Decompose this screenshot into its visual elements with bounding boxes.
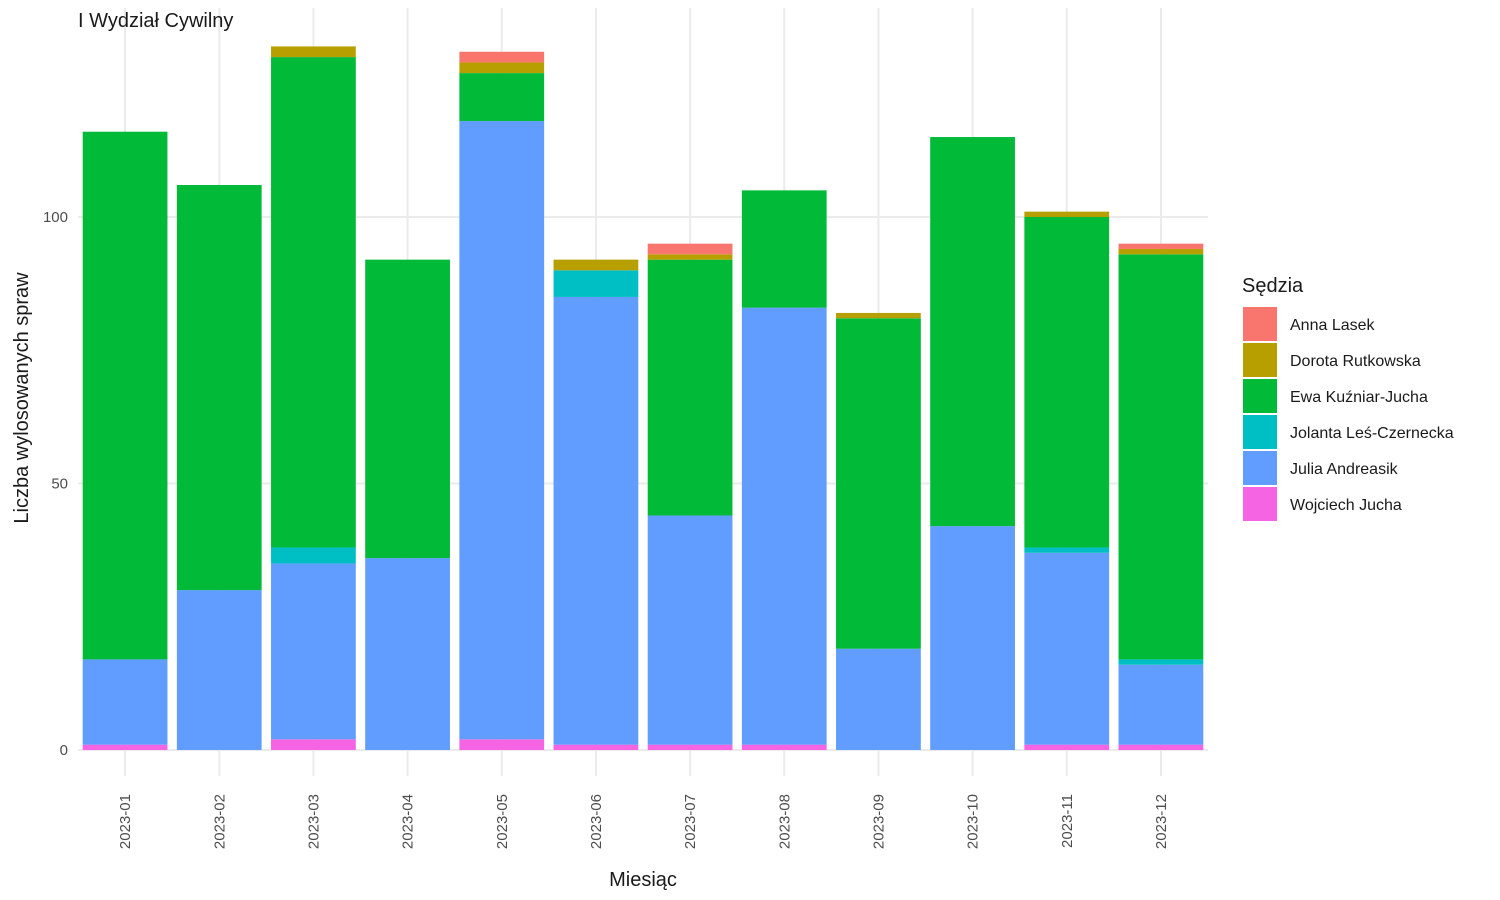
x-tick-label: 2023-12 [1153,794,1170,849]
bar-segment [459,739,545,750]
x-tick-label: 2023-06 [588,794,605,849]
x-tick-label: 2023-08 [776,794,793,849]
legend-label: Ewa Kuźniar-Jucha [1290,389,1428,406]
legend-label: Julia Andreasik [1290,461,1399,478]
bar-segment [930,137,1015,527]
bar-segment [1024,744,1110,750]
bar-segment [1024,217,1110,548]
x-tick-label: 2023-04 [400,794,417,849]
legend-key [1243,343,1277,377]
bar-segment [1118,659,1204,665]
bar-segment [836,318,921,649]
bar-segment [365,558,450,750]
bar-segment [176,590,262,750]
legend-key [1243,415,1277,449]
legend-label: Dorota Rutkowska [1290,353,1421,370]
bar-segment [1118,243,1204,249]
bar-segment [647,259,733,516]
bar-segment [271,57,356,548]
legend-title: Sędzia [1242,275,1304,297]
bar-segment [271,46,356,58]
bar-segment [365,259,450,559]
legend-key [1243,487,1277,521]
bar-segment [1024,552,1110,745]
legend-label: Wojciech Jucha [1290,497,1402,514]
x-tick-label: 2023-09 [870,794,887,849]
bar-segment [647,744,733,750]
x-tick-label: 2023-03 [305,794,322,849]
bar-segment [459,121,545,740]
bar-segment [82,744,168,750]
bar-segment [1118,248,1204,255]
bar-segment [1118,664,1204,745]
bar-segment [647,243,733,255]
y-tick-label: 0 [60,742,68,759]
bar-segment [82,131,168,660]
bar-segment [1024,211,1110,217]
bar-segment [459,62,545,74]
x-tick-label: 2023-11 [1059,794,1076,848]
x-axis-ticks: 2023-01 2023-02 2023-03 2023-04 2023-05 2023-… [117,794,1170,849]
legend-label: Anna Lasek [1290,317,1376,334]
x-tick-label: 2023-05 [494,794,511,849]
bar-segment [553,270,639,297]
x-tick-label: 2023-02 [211,794,228,849]
bar-segment [553,296,639,745]
legend-key [1243,451,1277,485]
bar-segment [459,51,545,63]
x-tick-label: 2023-07 [682,794,699,849]
bar-segment [1024,547,1110,553]
y-tick-label: 50 [51,476,68,493]
y-tick-label: 100 [43,209,68,226]
bar-segment [836,648,921,750]
bar-segment [930,526,1015,750]
bar-segment [553,744,639,750]
bar-segment [836,312,921,319]
y-axis-ticks: 0 50 100 [43,209,68,759]
bar-segment [741,307,827,745]
bar-segment [553,259,639,271]
legend-key [1243,307,1277,341]
legend-label: Jolanta Leś-Czernecka [1290,425,1454,442]
bar-segment [1118,254,1204,660]
y-axis-title: Liczba wylosowanych spraw [11,272,33,524]
chart-title: I Wydział Cywilny [78,10,233,32]
legend: Anna Lasek Dorota Rutkowska Ewa Kuźniar-Ju… [1243,307,1454,521]
bar-segment [647,515,733,745]
bar-segment [741,744,827,750]
legend-key [1243,379,1277,413]
bar-segment [271,547,356,564]
bars [82,46,1204,750]
bar-segment [741,190,827,308]
x-tick-label: 2023-01 [117,794,134,849]
bar-segment [271,563,356,740]
bar-segment [271,739,356,750]
bar-segment [82,659,168,745]
bar-segment [647,254,733,260]
x-tick-label: 2023-10 [965,794,982,849]
bar-segment [176,185,262,591]
bar-segment [459,73,545,122]
bar-segment [1118,744,1204,750]
x-axis-title: Miesiąc [609,869,677,891]
